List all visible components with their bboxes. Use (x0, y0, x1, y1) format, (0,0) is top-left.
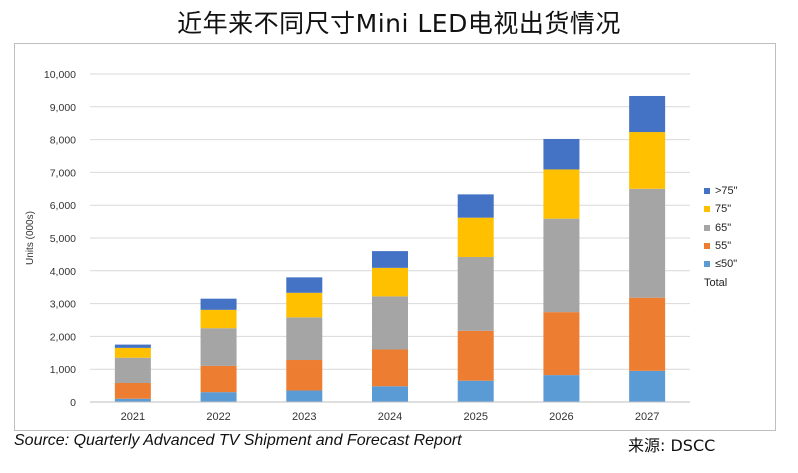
bar-segment-2027 (629, 132, 666, 189)
axes: 0 1,000 2,000 3,000 4,000 5,000 6,000 7,000 8,00… (44, 69, 690, 423)
y-tick-label: 5,000 (50, 233, 76, 245)
bar-segment-2027 (629, 370, 666, 402)
legend-swatch (704, 188, 710, 195)
bar-segment-2024 (372, 349, 408, 387)
bar-segment-2023 (286, 277, 323, 293)
bar-segment-2026 (543, 218, 580, 313)
legend-item: Total (704, 273, 772, 291)
bar-segment-2022 (200, 365, 237, 393)
bar-segment-2021 (114, 398, 151, 402)
bar-segment-2023 (286, 390, 323, 402)
legend-item: 75" (704, 200, 772, 218)
credit-note: 来源: DSCC (628, 436, 716, 455)
y-tick-label: 0 (70, 397, 76, 409)
bar-segment-2021 (114, 344, 151, 348)
y-axis-label: Units (000s) (25, 211, 36, 265)
bar-segment-2022 (200, 392, 237, 402)
legend-label: 75" (715, 203, 732, 216)
y-tick-label: 9,000 (50, 102, 76, 114)
legend-label: 65" (715, 221, 732, 234)
bar-segment-2024 (372, 386, 408, 402)
bar-segment-2026 (543, 138, 580, 170)
y-tick-label: 7,000 (50, 167, 76, 179)
y-tick-label: 2,000 (50, 331, 76, 343)
legend-label: 55" (715, 240, 732, 253)
x-tick-label: 2022 (206, 411, 230, 423)
chart-legend: >75" 75" 65" 55" ≤50" Total (704, 182, 772, 292)
y-tick-label: 6,000 (50, 200, 76, 212)
legend-swatch (704, 261, 710, 268)
bar-segment-2026 (543, 312, 580, 376)
y-tick-label: 3,000 (50, 299, 76, 311)
legend-item: ≤50" (704, 255, 772, 273)
bar-segment-2022 (200, 309, 237, 329)
y-tick-label: 10,000 (44, 69, 76, 81)
legend-swatch (704, 206, 710, 213)
bars (114, 95, 666, 402)
grid-lines (90, 73, 690, 370)
bar-segment-2023 (286, 292, 323, 318)
x-tick-label: 2024 (378, 411, 402, 423)
x-tick-label: 2023 (292, 411, 316, 423)
chart-frame (14, 43, 776, 431)
bar-segment-2025 (457, 194, 494, 218)
x-tick-label: 2027 (635, 411, 659, 423)
bar-segment-2025 (457, 217, 494, 258)
bar-segment-2025 (457, 257, 494, 331)
legend-swatch (704, 243, 710, 250)
legend-label: >75" (715, 185, 738, 198)
bar-segment-2021 (114, 347, 151, 358)
y-tick-label: 1,000 (50, 364, 76, 376)
legend-item: 65" (704, 219, 772, 237)
bar-segment-2022 (200, 328, 237, 366)
legend-swatch (704, 224, 710, 231)
legend-item: >75" (704, 182, 772, 200)
x-tick-label: 2025 (463, 411, 487, 423)
bar-segment-2024 (372, 251, 408, 268)
y-tick-label: 8,000 (50, 135, 76, 147)
bar-segment-2024 (372, 296, 408, 350)
bar-segment-2023 (286, 317, 323, 361)
source-note: Source: Quarterly Advanced TV Shipment a… (14, 432, 462, 449)
chart-title: 近年来不同尺寸Mini LED电视出货情况 (177, 9, 621, 38)
bar-segment-2021 (114, 382, 151, 399)
bar-segment-2026 (543, 375, 580, 402)
bar-segment-2022 (200, 298, 237, 310)
legend-label: Total (704, 276, 728, 289)
bar-segment-2026 (543, 169, 580, 219)
bar-segment-2025 (457, 380, 494, 402)
bar-segment-2027 (629, 297, 666, 371)
x-tick-label: 2026 (549, 411, 573, 423)
bar-segment-2027 (629, 188, 666, 298)
bar-segment-2023 (286, 360, 323, 391)
legend-item: 55" (704, 237, 772, 255)
bar-segment-2027 (629, 95, 666, 133)
x-tick-label: 2021 (121, 411, 145, 423)
y-tick-label: 4,000 (50, 266, 76, 278)
bar-segment-2024 (372, 267, 408, 297)
legend-label: ≤50" (715, 258, 738, 271)
bar-segment-2025 (457, 330, 494, 381)
bar-segment-2021 (114, 357, 151, 383)
